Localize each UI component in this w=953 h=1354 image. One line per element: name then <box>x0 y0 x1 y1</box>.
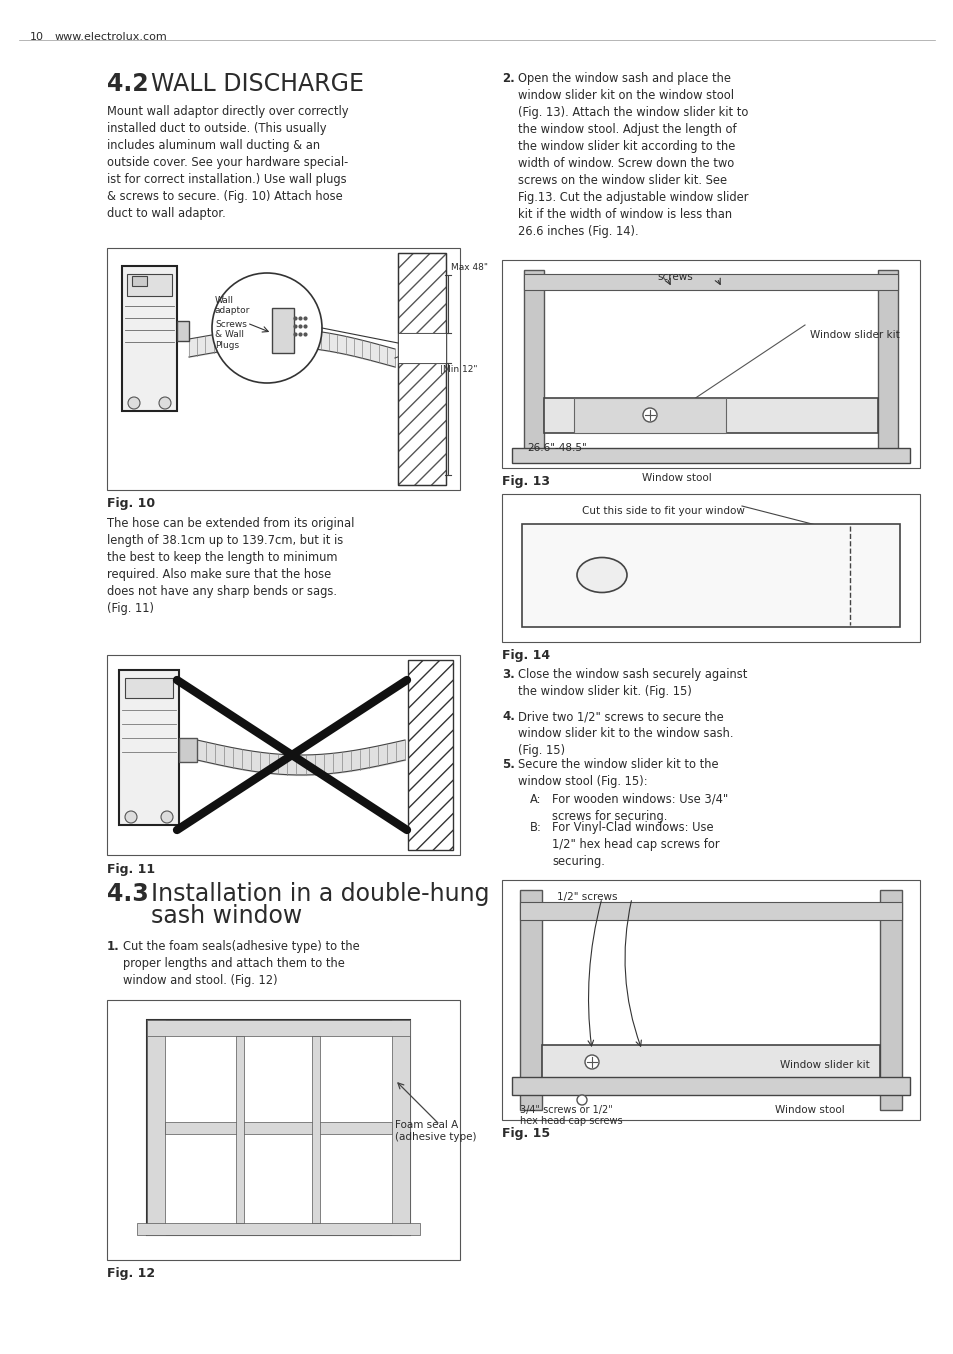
Text: sash window: sash window <box>151 904 302 927</box>
Text: 26.6"-48.5": 26.6"-48.5" <box>526 443 586 454</box>
Bar <box>137 1223 419 1235</box>
Bar <box>119 670 179 825</box>
Text: Mount wall adaptor directly over correctly
installed duct to outside. (This usua: Mount wall adaptor directly over correct… <box>107 106 348 219</box>
Bar <box>519 890 541 1110</box>
Text: A:: A: <box>530 793 541 806</box>
Bar <box>127 274 172 297</box>
Bar <box>165 1122 392 1135</box>
Text: 2.: 2. <box>501 72 515 85</box>
Bar <box>177 321 189 341</box>
Bar <box>147 1020 410 1235</box>
Bar <box>501 494 919 642</box>
Text: 4.: 4. <box>501 709 515 723</box>
Text: Window stool: Window stool <box>774 1105 843 1114</box>
Text: Fig. 14: Fig. 14 <box>501 649 550 662</box>
Text: Window stool: Window stool <box>641 473 711 483</box>
Bar <box>122 265 177 412</box>
Text: |Min 12": |Min 12" <box>439 366 477 374</box>
Text: 5.: 5. <box>501 758 515 770</box>
Bar <box>523 269 543 458</box>
Bar <box>125 678 172 699</box>
Text: 1.: 1. <box>107 940 120 953</box>
Text: 3.: 3. <box>501 668 515 681</box>
Text: www.electrolux.com: www.electrolux.com <box>55 32 168 42</box>
Text: Window slider kit: Window slider kit <box>809 330 899 340</box>
Text: For Vinyl-Clad windows: Use
1/2" hex head cap screws for
securing.: For Vinyl-Clad windows: Use 1/2" hex hea… <box>552 821 719 868</box>
Text: Cut the foam seals(adhesive type) to the
proper lengths and attach them to the
w: Cut the foam seals(adhesive type) to the… <box>123 940 359 987</box>
Text: Fig. 10: Fig. 10 <box>107 497 155 510</box>
Text: Cut this side to fit your window: Cut this side to fit your window <box>581 506 744 516</box>
Bar <box>521 524 899 627</box>
Text: screws: screws <box>657 272 692 282</box>
Bar <box>147 1020 410 1036</box>
Text: B:: B: <box>530 821 541 834</box>
Text: Installation in a double-hung: Installation in a double-hung <box>151 881 489 906</box>
Circle shape <box>128 397 140 409</box>
Bar <box>501 260 919 468</box>
Circle shape <box>577 1095 586 1105</box>
Text: Window slider kit: Window slider kit <box>780 1060 869 1070</box>
Bar <box>879 890 901 1110</box>
Bar <box>312 1036 319 1223</box>
Bar <box>272 307 294 353</box>
Text: WALL DISCHARGE: WALL DISCHARGE <box>151 72 364 96</box>
Text: Drive two 1/2" screws to secure the
window slider kit to the window sash.
(Fig. : Drive two 1/2" screws to secure the wind… <box>517 709 733 757</box>
Ellipse shape <box>577 558 626 593</box>
Text: Secure the window slider kit to the
window stool (Fig. 15):: Secure the window slider kit to the wind… <box>517 758 718 788</box>
Circle shape <box>642 408 657 422</box>
Bar <box>107 248 459 490</box>
Bar <box>501 880 919 1120</box>
Text: The hose can be extended from its original
length of 38.1cm up to 139.7cm, but i: The hose can be extended from its origin… <box>107 517 354 615</box>
Bar <box>235 1036 244 1223</box>
Bar <box>519 902 901 919</box>
Text: 1/2" screws: 1/2" screws <box>557 892 617 902</box>
Text: Max 48": Max 48" <box>451 263 488 272</box>
Text: For wooden windows: Use 3/4"
screws for securing.: For wooden windows: Use 3/4" screws for … <box>552 793 727 823</box>
Circle shape <box>584 1055 598 1070</box>
Bar <box>132 276 147 286</box>
Bar <box>512 1076 909 1095</box>
Bar <box>512 448 909 463</box>
Bar <box>574 398 725 433</box>
Bar <box>397 363 446 485</box>
Text: Screws
& Wall
Plugs: Screws & Wall Plugs <box>214 320 247 349</box>
Text: Open the window sash and place the
window slider kit on the window stool
(Fig. 1: Open the window sash and place the windo… <box>517 72 748 238</box>
Circle shape <box>212 274 322 383</box>
Text: Fig. 11: Fig. 11 <box>107 862 155 876</box>
Text: hex head cap screws: hex head cap screws <box>519 1116 622 1127</box>
Bar <box>408 659 453 850</box>
Text: 3/4" screws or 1/2": 3/4" screws or 1/2" <box>519 1105 612 1114</box>
Bar <box>107 1001 459 1261</box>
Text: Fig. 12: Fig. 12 <box>107 1267 155 1280</box>
Bar <box>147 1020 165 1235</box>
Circle shape <box>125 811 137 823</box>
Circle shape <box>159 397 171 409</box>
Bar <box>179 738 196 762</box>
Text: 10: 10 <box>30 32 44 42</box>
Circle shape <box>161 811 172 823</box>
Text: Close the window sash securely against
the window slider kit. (Fig. 15): Close the window sash securely against t… <box>517 668 746 699</box>
Bar <box>392 1020 410 1235</box>
Text: Foam seal A
(adhesive type): Foam seal A (adhesive type) <box>395 1120 476 1141</box>
Bar <box>543 398 877 433</box>
Bar <box>107 655 459 854</box>
Text: Fig. 13: Fig. 13 <box>501 475 550 487</box>
Text: 4.3: 4.3 <box>107 881 149 906</box>
Bar <box>397 253 446 333</box>
Text: Wall
adaptor: Wall adaptor <box>214 297 250 315</box>
Bar <box>523 274 897 290</box>
Bar <box>397 253 446 485</box>
Text: Fig. 15: Fig. 15 <box>501 1127 550 1140</box>
Text: 4.2: 4.2 <box>107 72 149 96</box>
Bar <box>877 269 897 458</box>
Bar <box>397 333 446 363</box>
Bar <box>541 1045 879 1080</box>
